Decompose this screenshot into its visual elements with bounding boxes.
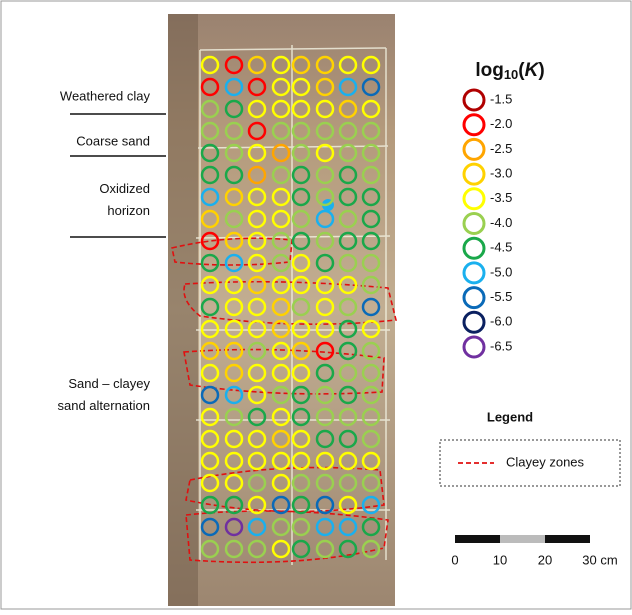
scale-tick-label: 20 [538, 552, 552, 567]
scale-circle [464, 312, 484, 332]
label-line: sand alternation [57, 398, 150, 413]
scale-tick-label: 30 cm [582, 552, 617, 567]
scale-label: -4.5 [490, 240, 512, 255]
label-line: horizon [107, 203, 150, 218]
scale-circle [464, 115, 484, 135]
scale-tick-label: 10 [493, 552, 507, 567]
scale-label: -6.5 [490, 338, 512, 353]
profile-lines [70, 114, 166, 237]
label-line: Oxidized [99, 181, 150, 196]
scale-label: -6.0 [490, 314, 512, 329]
scale-label: -3.5 [490, 190, 512, 205]
scale-tick-label: 0 [451, 552, 458, 567]
scale-label: -2.5 [490, 141, 512, 156]
scale-label: -4.0 [490, 215, 512, 230]
scale-segment [455, 535, 500, 543]
scale-circle [464, 139, 484, 159]
scale-circle [464, 189, 484, 209]
profile-label: Coarse sand [76, 133, 150, 148]
scale-label: -2.0 [490, 116, 512, 131]
scale-circle [464, 214, 484, 234]
profile-label: Oxidized horizon [99, 181, 150, 218]
scale-circle [464, 263, 484, 283]
scale-circle [464, 164, 484, 184]
scale-label: -5.5 [490, 289, 512, 304]
figure: Weathered clay Coarse sand Oxidized horiz… [0, 0, 632, 610]
scale-label: -3.0 [490, 166, 512, 181]
scale-label: -5.0 [490, 264, 512, 279]
profile-label: Weathered clay [60, 88, 151, 103]
scale-title: log10(K) [475, 60, 544, 82]
legend-label: Clayey zones [506, 454, 585, 469]
scale-circle [464, 288, 484, 308]
scale-label: -1.5 [490, 91, 512, 106]
label-line: Sand – clayey [68, 376, 150, 391]
scale-circle [464, 337, 484, 357]
legend-title: Legend [487, 409, 533, 424]
scale-circle [464, 90, 484, 110]
scale-circle [464, 238, 484, 258]
scale-segment [500, 535, 545, 543]
scale-segment [545, 535, 590, 543]
profile-label: Sand – clayey sand alternation [57, 376, 150, 413]
